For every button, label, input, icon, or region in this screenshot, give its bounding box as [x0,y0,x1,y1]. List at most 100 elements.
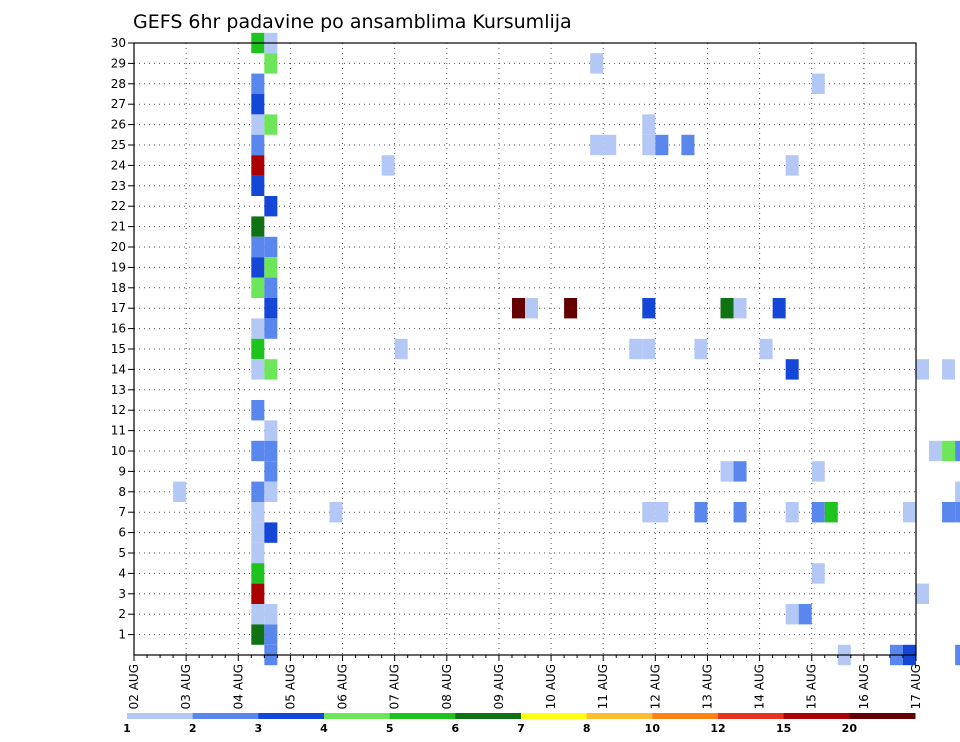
precipitation-cell [733,502,747,523]
legend-label: 15 [776,722,791,735]
precipitation-cell [251,400,265,421]
x-tick-label: 04 AUG [231,664,245,709]
legend-label: 3 [255,722,263,735]
precipitation-cell [525,298,539,319]
y-tick-label: 9 [118,464,126,478]
precipitation-cell [329,502,343,523]
legend-label: 6 [452,722,460,735]
legend-swatch [127,713,194,719]
precipitation-cell [251,502,265,523]
precipitation-cell [942,502,956,523]
precipitation-cell [264,359,278,380]
legend-swatch [521,713,588,719]
precipitation-cell [824,502,838,523]
precipitation-cell [251,624,265,645]
precipitation-cell [916,359,930,380]
precipitation-cell [251,277,265,298]
precipitation-cell [251,175,265,196]
precipitation-cell [785,604,799,625]
precipitation-cell [916,583,930,604]
color-legend: 1 2 3 4 5 6 7 8 10 12 15 20 [123,713,916,735]
y-axis-ticks: 1234567891011121314151617181920212223242… [111,36,134,642]
legend-label: 4 [320,722,328,735]
x-tick-label: 17 AUG [909,664,923,709]
precipitation-cell [264,420,278,441]
legend-label: 1 [123,722,131,735]
x-tick-label: 16 AUG [857,664,871,709]
precipitation-cell [251,440,265,462]
precipitation-cell [642,298,656,319]
x-tick-label: 05 AUG [283,664,297,709]
precipitation-cell [642,502,656,523]
legend-label: 8 [583,722,591,735]
precipitation-cell [642,338,656,360]
x-axis-ticks: 02 AUG 03 AUG 04 AUG 05 AUG 06 AUG 07 AUG 08 A… [127,655,923,709]
precipitation-cell [264,298,278,319]
precipitation-cell [264,604,278,625]
precipitation-cell [264,461,278,482]
x-tick-label: 03 AUG [179,664,193,709]
y-tick-label: 5 [118,546,126,560]
y-tick-label: 23 [111,179,126,193]
precipitation-cell [264,440,278,462]
precipitation-cell [642,114,656,135]
precipitation-cell [694,502,708,523]
precipitation-cell [603,134,617,156]
precipitation-cell [655,134,669,156]
y-tick-label: 16 [111,322,126,336]
legend-swatch [718,713,785,719]
precipitation-cell [264,196,278,217]
legend-swatch [586,713,653,719]
y-tick-label: 15 [111,342,126,356]
y-tick-label: 25 [111,138,126,152]
x-tick-label: 07 AUG [388,664,402,709]
precipitation-cell [811,73,825,94]
legend-swatch [783,713,850,719]
x-tick-label: 09 AUG [492,664,506,709]
precipitation-cell [629,338,643,360]
y-tick-label: 14 [111,362,126,376]
y-tick-label: 7 [118,505,126,519]
legend-label: 5 [386,722,394,735]
y-tick-label: 22 [111,199,126,213]
precipitation-cell [264,53,278,74]
y-tick-label: 10 [111,444,126,458]
precipitation-cell [955,644,960,666]
precipitation-cell [798,604,812,625]
precipitation-cell [811,461,825,482]
x-tick-label: 15 AUG [805,664,819,709]
y-tick-label: 29 [111,56,126,70]
y-tick-label: 26 [111,118,126,132]
precipitation-cell [264,114,278,135]
precipitation-cell [264,318,278,339]
y-tick-label: 17 [111,301,126,315]
precipitation-cell [942,440,956,462]
precipitation-cell [655,502,669,523]
precipitation-cell [251,359,265,380]
precipitation-cell [251,542,265,564]
y-tick-label: 1 [118,628,126,642]
precipitation-cell [264,624,278,645]
legend-label: 7 [517,722,525,735]
x-tick-label: 14 AUG [753,664,767,709]
precipitation-cell [251,114,265,135]
precipitation-cell [381,155,395,176]
x-tick-label: 06 AUG [336,664,350,709]
precipitation-cell [642,134,656,156]
precipitation-cell [811,502,825,523]
x-tick-label: 02 AUG [127,664,141,709]
precipitation-cell [590,53,604,74]
legend-label: 20 [842,722,858,735]
precipitation-cell [955,481,960,502]
x-tick-label: 08 AUG [440,664,454,709]
precipitation-cell [264,277,278,298]
precipitation-cell [251,155,265,176]
x-tick-label: 11 AUG [596,664,610,709]
precipitation-cell [785,155,799,176]
precipitation-cell [772,298,786,319]
precipitation-cell [955,440,960,462]
precipitation-cell [251,563,265,584]
y-tick-label: 12 [111,403,126,417]
precipitation-cell [264,236,278,258]
